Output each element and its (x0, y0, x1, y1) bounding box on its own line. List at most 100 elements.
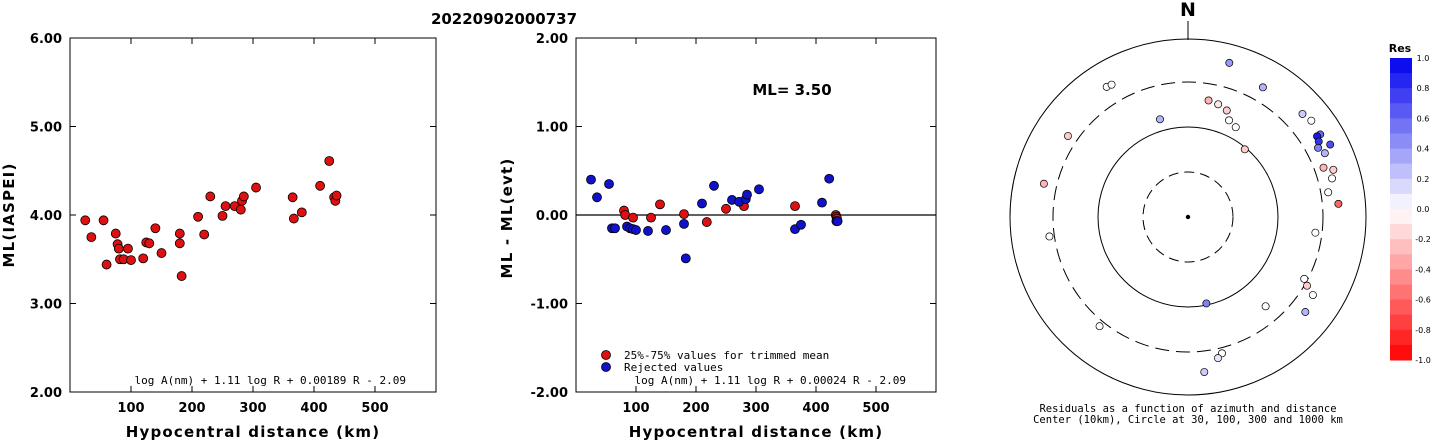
data-point (110, 228, 121, 239)
data-point (113, 243, 124, 254)
data-point (679, 218, 689, 229)
data-point (123, 243, 133, 254)
panel-azimuth-distance-map: N Residuals as a function of azimuth and… (1009, 0, 1367, 426)
data-point (754, 184, 764, 195)
data-point (604, 179, 614, 189)
x-tick-label: 300 (742, 401, 769, 416)
data-point (238, 191, 249, 202)
data-point (643, 226, 653, 236)
x-tick-label: 400 (802, 401, 829, 416)
colorbar-cell (1390, 299, 1412, 316)
colorbar-cell (1390, 314, 1412, 331)
colorbar-cell (1390, 224, 1412, 240)
colorbar-cell (1390, 209, 1412, 225)
ring-30km (1142, 171, 1234, 263)
x-tick-label: 100 (622, 401, 649, 416)
data-point (315, 180, 326, 191)
colorbar-tick-label: 1.0 (1417, 54, 1430, 63)
station-marker (1258, 83, 1267, 92)
station-marker (1303, 281, 1311, 290)
x-tick-label: 200 (178, 401, 205, 416)
y-tick-label: 2.00 (536, 32, 568, 47)
y-tick-label: 2.00 (30, 386, 62, 401)
station-marker (1095, 322, 1104, 331)
station-marker (1222, 106, 1231, 115)
data-point (697, 198, 707, 209)
data-point (126, 255, 136, 266)
panel-residual-vs-distance: 100 200 300 400 500 -2.00 -1.00 0.00 1.00 2.00 M… (498, 32, 937, 441)
data-point (701, 217, 712, 227)
station-marker (1200, 368, 1209, 376)
station-marker (1326, 140, 1335, 149)
data-point (150, 223, 161, 234)
data-point (742, 189, 752, 200)
colorbar-tick-label: 0.2 (1417, 175, 1430, 184)
station-marker (1319, 163, 1328, 172)
data-point (655, 199, 665, 210)
station-marker (1231, 123, 1240, 132)
station-marker (1107, 80, 1116, 89)
colorbar-tick-label: -1.0 (1415, 356, 1431, 365)
data-point (199, 229, 210, 240)
colorbar-tick-label: -0.6 (1415, 296, 1431, 305)
station-marker (1156, 115, 1164, 124)
y-tick-label: -1.00 (531, 298, 568, 313)
y-tick-label: 0.00 (536, 209, 568, 224)
legend-label-rejected: Rejected values (624, 361, 723, 374)
epicenter-marker (1185, 214, 1191, 220)
data-point (592, 192, 602, 203)
station-marker (1329, 165, 1338, 174)
colorbar-tick-label: 0.8 (1417, 84, 1430, 93)
colorbar-title: Res (1389, 42, 1412, 55)
data-point (817, 197, 827, 208)
x-ticks: 100 200 300 400 500 (622, 38, 890, 416)
colorbar-cell (1390, 284, 1412, 301)
data-point (661, 225, 671, 235)
x-tick-label: 200 (682, 401, 709, 416)
station-marker (1261, 302, 1270, 311)
residual-colorbar: Res 1.0 0.8 0.6 0.4 0.2 0.0 -0.2 -0.4 -0.6 -0.8 -1… (1389, 42, 1431, 365)
data-point (610, 223, 620, 234)
data-point (832, 216, 843, 227)
north-label: N (1180, 0, 1196, 21)
formula-label: log A(nm) + 1.11 log R + 0.00189 R - 2.0… (134, 374, 406, 387)
map-caption-line2: Center (10km), Circle at 30, 100, 300 an… (1033, 414, 1343, 426)
colorbar-cell (1390, 73, 1412, 89)
data-point (679, 209, 689, 220)
data-point (174, 238, 185, 249)
data-point (220, 201, 231, 212)
x-axis-label: Hypocentral distance (km) (629, 423, 884, 441)
data-point (144, 238, 155, 249)
station-marker (1202, 299, 1211, 308)
y-ticks: -2.00 -1.00 0.00 1.00 2.00 (531, 32, 936, 401)
legend-marker-trimmed (601, 350, 611, 360)
y-axis-label: ML(IASPEI) (0, 162, 18, 267)
y-tick-label: 3.00 (30, 298, 62, 313)
y-ticks: 2.00 3.00 4.00 5.00 6.00 (30, 32, 436, 401)
station-marker (1240, 145, 1249, 154)
ml-value-label: ML= 3.50 (752, 81, 831, 99)
colorbar-tick-label: 0.6 (1417, 114, 1430, 123)
x-tick-label: 500 (862, 401, 889, 416)
data-point (205, 191, 216, 202)
data-point (156, 248, 167, 258)
station-marker (1214, 100, 1223, 109)
data-point (324, 156, 335, 166)
colorbar-tick-label: 0.0 (1417, 205, 1430, 214)
data-point (217, 210, 228, 221)
x-tick-label: 100 (117, 401, 144, 416)
x-ticks: 100 200 300 400 500 (117, 38, 389, 416)
station-marker (1045, 232, 1054, 241)
data-point (86, 232, 97, 243)
colorbar-cell (1390, 103, 1412, 119)
y-tick-label: -2.00 (531, 386, 568, 401)
ring-1000km (1009, 38, 1367, 396)
plot-frame (69, 37, 437, 393)
colorbar-cell (1390, 178, 1412, 195)
colorbar-cell (1390, 58, 1412, 74)
x-tick-label: 400 (300, 401, 327, 416)
data-point (631, 225, 641, 235)
station-marker (1320, 149, 1329, 158)
colorbar-cell (1390, 88, 1412, 104)
